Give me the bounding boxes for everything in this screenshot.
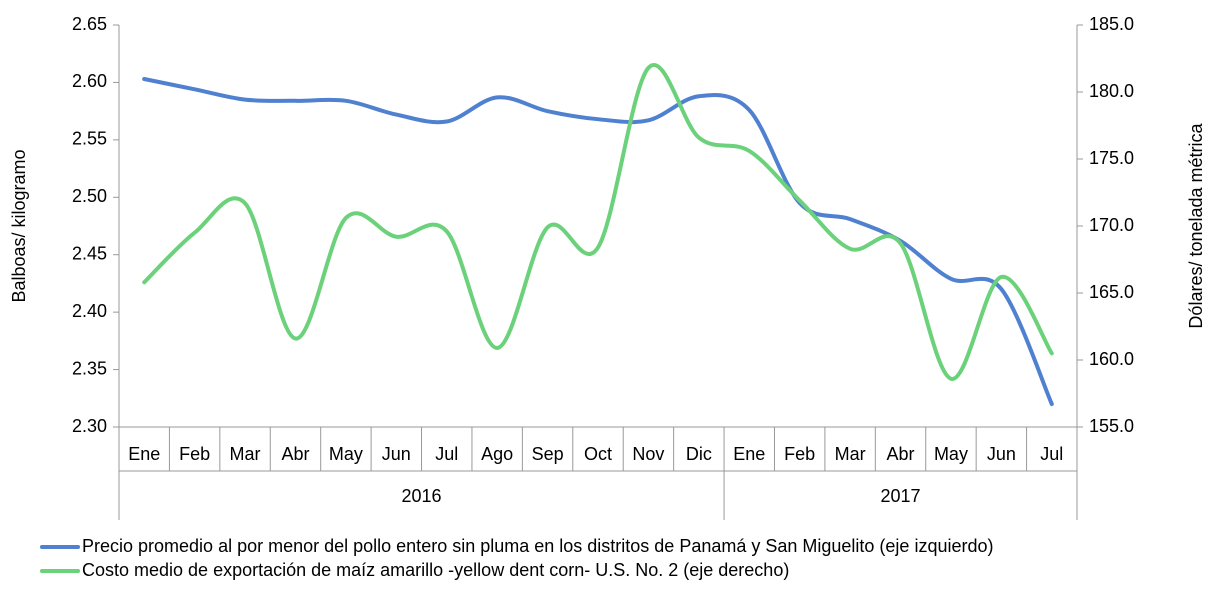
legend-label: Costo medio de exportación de maíz amari… — [82, 560, 790, 580]
legend-swatch — [40, 569, 80, 573]
x-tick-label: Mar — [835, 444, 866, 464]
x-tick-label: Feb — [784, 444, 815, 464]
x-tick-label: Jul — [1040, 444, 1063, 464]
legend-entry: Costo medio de exportación de maíz amari… — [36, 558, 1186, 582]
y2-tick-label: 170.0 — [1089, 215, 1134, 235]
x-tick-label: Nov — [632, 444, 664, 464]
y2-tick-label: 175.0 — [1089, 148, 1134, 168]
y-tick-label: 2.65 — [72, 14, 107, 34]
x-tick-label: Oct — [584, 444, 612, 464]
x-tick-label: Mar — [230, 444, 261, 464]
y2-tick-label: 180.0 — [1089, 81, 1134, 101]
group-label: 2017 — [881, 486, 921, 506]
legend-label: Precio promedio al por menor del pollo e… — [82, 536, 994, 556]
legend-swatch — [40, 545, 80, 549]
series-line — [142, 76, 1054, 407]
x-tick-label: May — [934, 444, 968, 464]
x-tick-label: Ago — [481, 444, 513, 464]
x-tick-label: Ene — [733, 444, 765, 464]
legend-entry: Precio promedio al por menor del pollo e… — [36, 534, 1186, 558]
y-tick-label: 2.35 — [72, 358, 107, 378]
group-label: 2016 — [402, 486, 442, 506]
series-line — [142, 63, 1054, 381]
x-tick-label: Sep — [532, 444, 564, 464]
plot: Balboas/ kilogramo Dólares/ tonelada mét… — [9, 14, 1206, 520]
x-tick-label: Abr — [281, 444, 309, 464]
x-tick-label: Jun — [987, 444, 1016, 464]
y2-tick-label: 165.0 — [1089, 282, 1134, 302]
x-tick-label: May — [329, 444, 363, 464]
x-tick-label: Feb — [179, 444, 210, 464]
y-tick-label: 2.45 — [72, 243, 107, 263]
y-axis-title: Balboas/ kilogramo — [9, 149, 29, 302]
x-tick-label: Dic — [686, 444, 712, 464]
x-tick-label: Jun — [382, 444, 411, 464]
y-tick-label: 2.50 — [72, 186, 107, 206]
x-tick-label: Jul — [435, 444, 458, 464]
y-tick-label: 2.60 — [72, 71, 107, 91]
y-tick-label: 2.40 — [72, 301, 107, 321]
y-tick-label: 2.30 — [72, 416, 107, 436]
y2-tick-label: 160.0 — [1089, 349, 1134, 369]
y2-axis-title: Dólares/ tonelada métrica — [1186, 122, 1206, 328]
y2-tick-label: 185.0 — [1089, 14, 1134, 34]
legend: Precio promedio al por menor del pollo e… — [36, 534, 1186, 582]
y-tick-label: 2.55 — [72, 129, 107, 149]
x-tick-label: Abr — [887, 444, 915, 464]
x-tick-label: Ene — [128, 444, 160, 464]
y2-tick-label: 155.0 — [1089, 416, 1134, 436]
